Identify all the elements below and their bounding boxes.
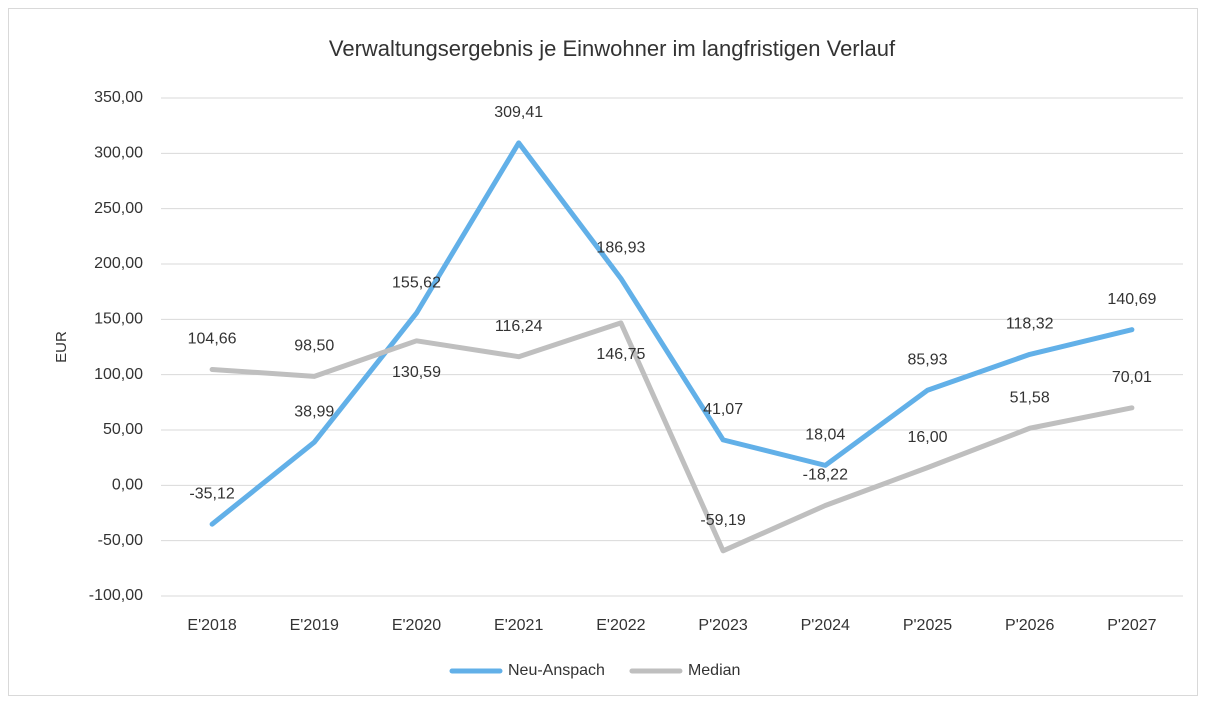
legend-label: Median (688, 662, 740, 679)
data-label: 98,50 (294, 338, 334, 355)
x-tick-label: E'2021 (494, 617, 543, 634)
y-tick-label: 50,00 (103, 421, 143, 438)
data-label: -18,22 (803, 467, 848, 484)
x-tick-label: E'2020 (392, 617, 441, 634)
data-label: -59,19 (700, 512, 745, 529)
y-tick-label: -50,00 (98, 532, 143, 549)
chart-border (8, 8, 1198, 696)
chart-title: Verwaltungsergebnis je Einwohner im lang… (329, 36, 896, 61)
y-tick-label: -100,00 (89, 587, 143, 604)
data-label: 118,32 (1006, 316, 1054, 333)
data-label: -35,12 (189, 485, 234, 502)
y-tick-label: 0,00 (112, 477, 143, 494)
x-tick-label: P'2026 (1005, 617, 1054, 634)
x-tick-label: P'2024 (801, 617, 850, 634)
x-tick-label: E'2018 (187, 617, 236, 634)
data-label: 18,04 (805, 427, 845, 444)
y-tick-label: 300,00 (94, 145, 143, 162)
data-label: 41,07 (703, 401, 743, 418)
series-line (209, 140, 1135, 527)
y-tick-label: 350,00 (94, 89, 143, 106)
data-label: 116,24 (495, 318, 543, 335)
y-tick-label: 100,00 (94, 366, 143, 383)
data-label: 70,01 (1112, 369, 1152, 386)
x-tick-label: E'2019 (290, 617, 339, 634)
y-axis-label: EUR (53, 331, 70, 363)
data-label: 38,99 (294, 403, 334, 420)
y-tick-label: 150,00 (94, 311, 143, 328)
y-tick-label: 200,00 (94, 255, 143, 272)
series-line (209, 320, 1135, 554)
y-tick-label: 250,00 (94, 200, 143, 217)
data-label: 186,93 (596, 240, 645, 257)
data-label: 155,62 (392, 274, 441, 291)
x-tick-label: P'2023 (698, 617, 747, 634)
data-label: 146,75 (596, 346, 645, 363)
legend-label: Neu-Anspach (508, 662, 605, 679)
data-label: 85,93 (907, 351, 947, 368)
x-tick-label: P'2025 (903, 617, 952, 634)
data-label: 104,66 (188, 331, 237, 348)
x-tick-label: E'2022 (596, 617, 645, 634)
data-label: 140,69 (1107, 291, 1156, 308)
data-label: 309,41 (494, 104, 543, 121)
data-label: 130,59 (392, 364, 441, 381)
x-tick-label: P'2027 (1107, 617, 1156, 634)
data-label: 51,58 (1010, 389, 1050, 406)
data-label: 16,00 (907, 429, 947, 446)
